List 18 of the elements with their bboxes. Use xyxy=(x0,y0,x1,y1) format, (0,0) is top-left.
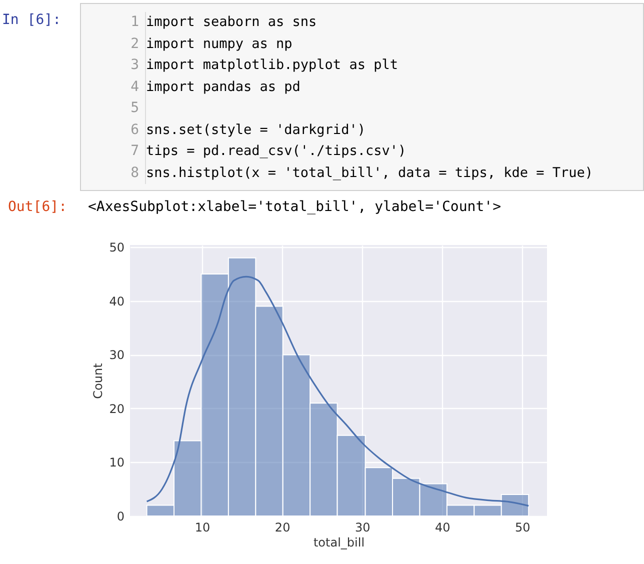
x-axis-title: total_bill xyxy=(313,536,365,550)
y-tick-label: 10 xyxy=(109,456,124,470)
x-tick-label: 20 xyxy=(274,520,290,534)
y-tick-label: 0 xyxy=(116,510,124,524)
text: import seaborn as sns import numpy as np import matplotlib.pyplot as plt import pandas as pd sns.set(style = 'darkgrid') tips = pd.read_csv('./tips.csv') sns.histplot(x = 'total_bill', data = tips, kde = True) xyxy=(146,14,594,180)
y-tick-label: 30 xyxy=(109,348,124,362)
text: 1 2 3 4 5 6 7 8 xyxy=(130,13,139,182)
y-tick-label: 20 xyxy=(109,402,124,416)
y-axis-title: Count xyxy=(91,362,106,399)
x-tick-label: 40 xyxy=(435,520,450,534)
y-tick-label: 50 xyxy=(109,240,124,255)
x-tick-label: 30 xyxy=(354,520,370,534)
text: Out[6]: xyxy=(8,199,68,215)
text: In [6]: xyxy=(2,12,62,28)
y-tick-label: 40 xyxy=(109,294,124,308)
text: <AxesSubplot:xlabel='total_bill', ylabel='Count'> xyxy=(88,199,502,215)
x-tick-label: 10 xyxy=(194,520,210,534)
x-tick-label: 50 xyxy=(515,520,530,534)
